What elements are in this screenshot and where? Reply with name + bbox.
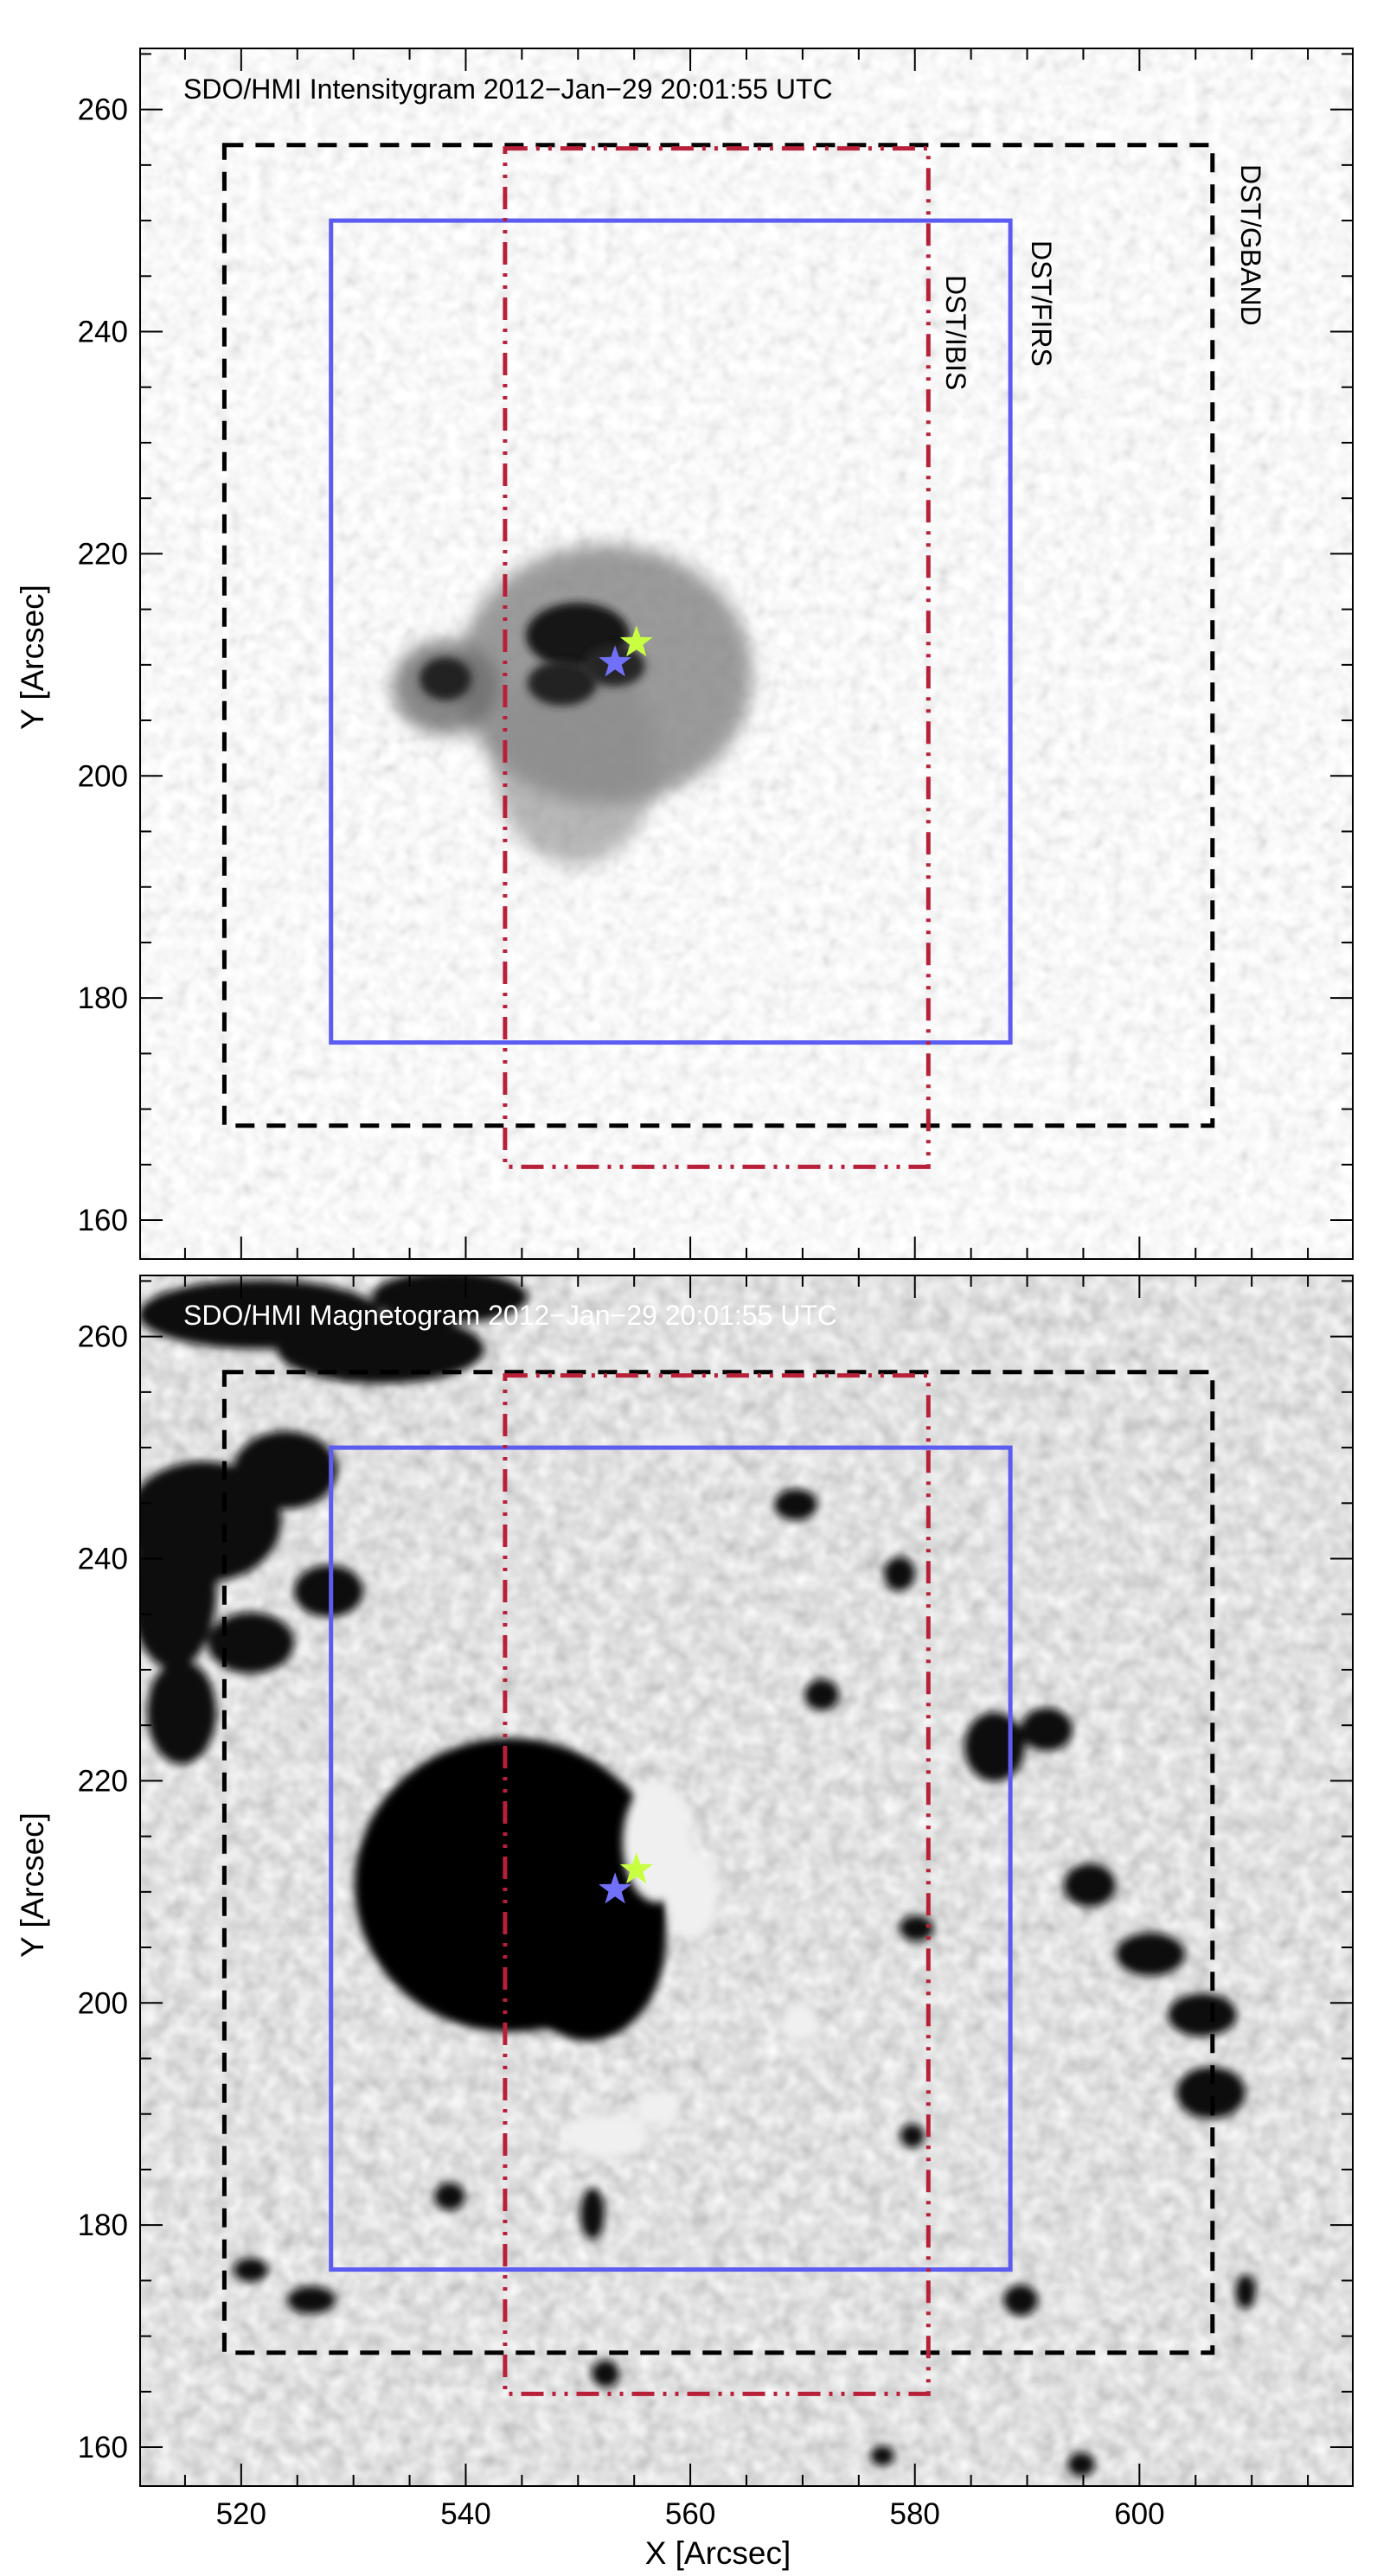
gband-box-label: DST/GBAND: [1235, 164, 1266, 326]
y-tick-label: 200: [78, 1986, 128, 2020]
ibis-box-label: DST/IBIS: [940, 275, 971, 390]
y-tick-labels: 160 180 200 220 240 260: [78, 93, 128, 1237]
ibis-fov-box: [503, 1373, 931, 2396]
magnetogram-panel: 160 180 200 220 240 260 520 540 560 580 …: [15, 1275, 1354, 2571]
x-tick-label: 580: [889, 2497, 939, 2531]
y-tick-label: 240: [78, 316, 128, 349]
y-tick-label: 160: [78, 2431, 128, 2464]
x-tick-label: 520: [216, 2497, 266, 2531]
y-tick-labels: 160 180 200 220 240 260: [78, 1320, 128, 2464]
firs-fov-box: [329, 1445, 1013, 2272]
axis-ticks: [140, 1275, 1353, 2486]
intensitygram-panel: DST/GBAND DST/FIRS DST/IBIS 160 180 200 …: [15, 48, 1354, 1260]
y-axis-title: Y [Arcsec]: [15, 1812, 50, 1958]
green-star-marker: [619, 1852, 653, 1884]
intensitygram-image: [140, 48, 1353, 1259]
panel-title: SDO/HMI Intensitygram 2012−Jan−29 20:01:…: [183, 74, 833, 105]
y-tick-label: 180: [78, 2208, 128, 2242]
axis-ticks: [140, 48, 1353, 1259]
x-tick-label: 540: [440, 2497, 490, 2531]
blue-star-marker: [599, 1872, 632, 1904]
magnetogram-image: [140, 1275, 1353, 2486]
y-tick-label: 200: [78, 759, 128, 793]
panel-title: SDO/HMI Magnetogram 2012−Jan−29 20:01:55…: [183, 1300, 837, 1331]
y-tick-label: 260: [78, 1320, 128, 1354]
markers: [599, 1852, 653, 1904]
y-tick-label: 220: [78, 1764, 128, 1798]
firs-fov-box: [329, 218, 1013, 1045]
x-tick-label: 600: [1114, 2497, 1164, 2531]
fov-boxes: [221, 1370, 1215, 2396]
gband-fov-box: [221, 143, 1215, 1128]
x-axis-title: X [Arcsec]: [645, 2535, 791, 2571]
x-tick-labels: 520 540 560 580 600: [216, 2497, 1165, 2531]
y-tick-label: 160: [78, 1204, 128, 1237]
gband-fov-box: [221, 1370, 1215, 2355]
x-tick-label: 560: [665, 2497, 715, 2531]
markers: [599, 625, 653, 677]
firs-box-label: DST/FIRS: [1026, 240, 1057, 367]
y-tick-label: 240: [78, 1543, 128, 1576]
fov-boxes: [221, 143, 1215, 1169]
y-tick-label: 220: [78, 537, 128, 571]
ibis-fov-box: [503, 146, 931, 1169]
y-axis-title: Y [Arcsec]: [15, 585, 50, 730]
y-tick-label: 180: [78, 981, 128, 1015]
green-star-marker: [619, 625, 653, 657]
blue-star-marker: [599, 645, 632, 677]
y-tick-label: 260: [78, 93, 128, 127]
